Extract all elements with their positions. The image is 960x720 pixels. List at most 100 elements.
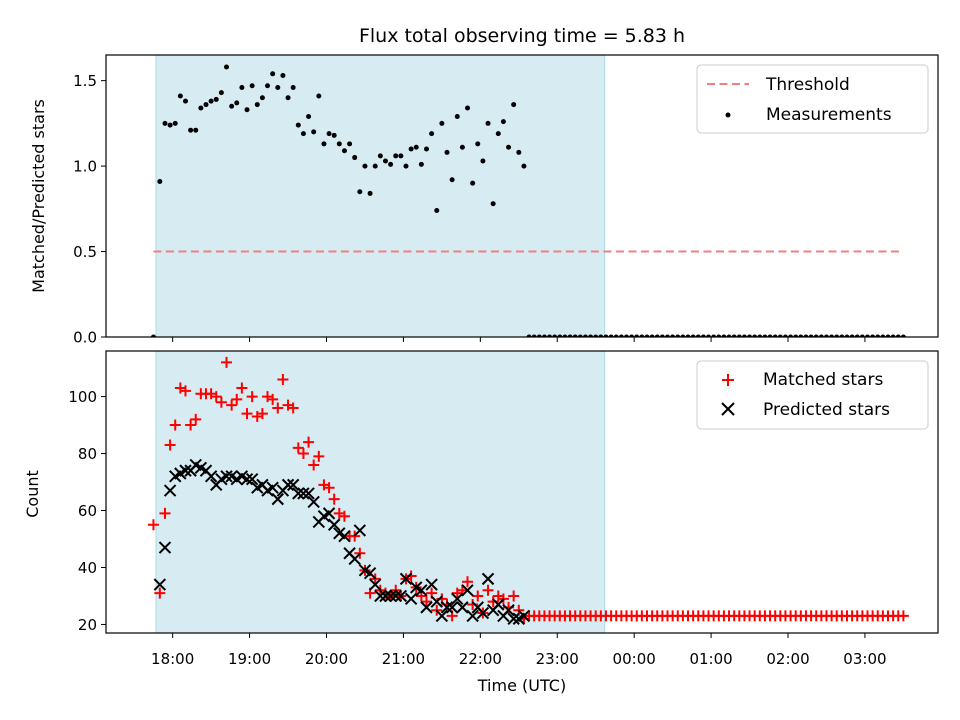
- measurement-point: [300, 131, 306, 137]
- measurement-point: [347, 141, 353, 147]
- measurement-point: [582, 334, 588, 337]
- measurement-point: [782, 334, 788, 337]
- measurement-point: [459, 144, 465, 150]
- measurement-point: [665, 334, 671, 337]
- measurement-point: [859, 334, 865, 337]
- measurement-point: [249, 83, 255, 89]
- legend-measurements-marker: [725, 112, 731, 118]
- measurement-point: [352, 155, 358, 161]
- x-tick-label: 21:00: [382, 650, 425, 668]
- measurement-point: [377, 153, 383, 159]
- predicted-star-point: [461, 584, 474, 597]
- bottom-x-ticks: 18:00 19:00 20:00 21:00 22:00 23:00 00:00 01:00…: [151, 633, 887, 668]
- matched-star-point: [303, 436, 315, 448]
- predicted-star-point: [415, 584, 428, 597]
- measurement-point: [798, 334, 804, 337]
- measurement-point: [382, 158, 388, 164]
- top-observing-window: [155, 54, 606, 338]
- predicted-star-point: [389, 589, 402, 603]
- matched-star-point: [169, 419, 181, 431]
- predicted-star-point: [204, 470, 218, 483]
- predicted-star-point: [322, 507, 336, 520]
- measurement-point: [700, 334, 706, 337]
- measurement-point: [521, 163, 527, 169]
- measurement-point: [506, 144, 512, 150]
- predicted-star-point: [281, 478, 295, 492]
- matched-star-point: [246, 391, 258, 403]
- matched-star-point: [210, 391, 222, 403]
- predicted-star-point: [507, 612, 520, 625]
- measurement-point: [767, 334, 773, 337]
- matched-star-point: [159, 507, 171, 519]
- y-tick-label: 1.0: [73, 158, 97, 176]
- measurement-point: [793, 334, 799, 337]
- y-tick-label: 60: [78, 502, 97, 520]
- measurement-point: [454, 114, 460, 120]
- measurement-point: [485, 120, 491, 126]
- measurement-point: [295, 122, 301, 128]
- matched-star-point: [308, 459, 320, 471]
- predicted-star-point: [348, 552, 361, 566]
- matched-star-point: [323, 482, 335, 494]
- measurement-point: [413, 144, 419, 150]
- matched-star-point: [147, 519, 159, 531]
- matched-star-point: [287, 402, 299, 414]
- measurement-point: [675, 334, 681, 337]
- predicted-star-point: [451, 592, 464, 606]
- measurement-point: [280, 73, 286, 79]
- predicted-star-point: [245, 472, 259, 486]
- measurement-point: [608, 334, 614, 337]
- matched-star-point: [236, 382, 248, 394]
- x-tick-label: 22:00: [459, 650, 502, 668]
- measurement-point: [813, 334, 819, 337]
- measurement-point: [875, 334, 881, 337]
- measurement-point: [716, 334, 722, 337]
- predicted-star-point: [338, 529, 351, 543]
- measurement-point: [849, 334, 855, 337]
- measurement-point: [224, 64, 230, 70]
- measurement-point: [726, 334, 732, 337]
- predicted-star-point: [158, 541, 172, 554]
- measurement-point: [439, 120, 445, 126]
- predicted-star-point: [286, 478, 300, 492]
- measurement-point: [290, 84, 296, 90]
- bottom-panel: 20 40 60 80 100 18:00 19:00 20:00 21:00 22:00 23:…: [23, 350, 939, 695]
- measurement-point: [341, 148, 347, 154]
- predicted-star-point: [384, 589, 397, 603]
- bottom-y-axis-label: Count: [23, 470, 42, 518]
- measurement-point: [500, 119, 506, 125]
- measurement-point: [618, 334, 624, 337]
- measurement-point: [316, 93, 322, 99]
- y-tick-label: 100: [68, 388, 97, 406]
- measurement-point: [326, 131, 332, 137]
- measurement-point: [393, 153, 399, 159]
- measurement-point: [890, 334, 896, 337]
- measurement-point: [803, 334, 809, 337]
- measurement-point: [623, 334, 629, 337]
- measurement-point: [603, 334, 609, 337]
- predicted-star-point: [476, 606, 490, 620]
- matched-star-point: [267, 393, 279, 405]
- matched-star-point: [472, 590, 484, 602]
- measurement-point: [198, 105, 204, 111]
- predicted-star-point: [302, 487, 315, 500]
- measurement-point: [193, 127, 199, 133]
- measurement-point: [562, 334, 568, 337]
- matched-star-point: [215, 396, 227, 408]
- measurement-point: [736, 334, 742, 337]
- measurement-point: [864, 334, 870, 337]
- measurement-point: [531, 334, 537, 337]
- measurement-point: [762, 334, 768, 337]
- legend-predicted-marker: [721, 402, 735, 416]
- measurement-point: [203, 102, 209, 108]
- measurement-point: [526, 334, 532, 337]
- predicted-star-point: [435, 609, 449, 623]
- measurement-point: [429, 131, 435, 137]
- x-tick-label: 02:00: [766, 650, 809, 668]
- x-tick-label: 23:00: [536, 650, 579, 668]
- predicted-star-point: [307, 495, 320, 509]
- measurement-point: [275, 84, 281, 90]
- measurement-point: [747, 334, 753, 337]
- predicted-star-point: [502, 604, 515, 617]
